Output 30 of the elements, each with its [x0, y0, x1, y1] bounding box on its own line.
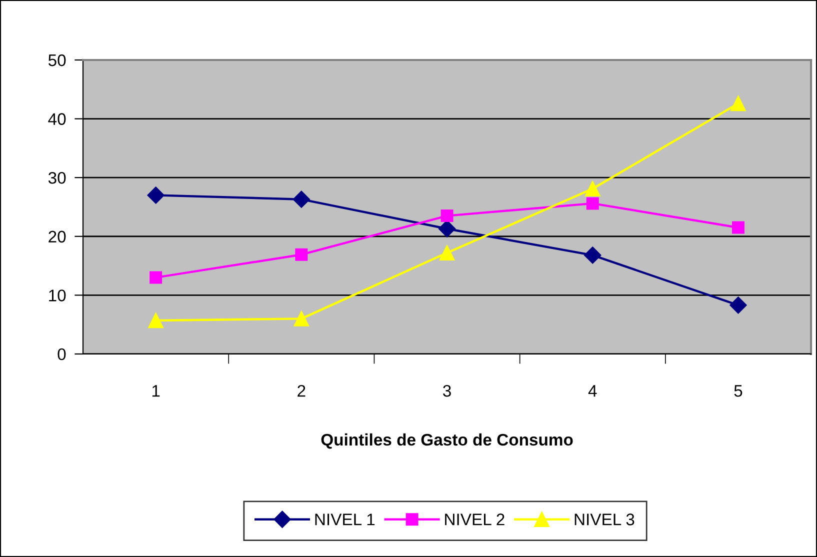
point — [730, 296, 747, 314]
x-tick-label: 4 — [588, 385, 597, 397]
x-tick-label: 3 — [443, 384, 451, 397]
point — [292, 190, 310, 208]
y-tick-label: 10 — [49, 290, 66, 302]
x-axis-title: Quintiles de Gasto de Consumo — [321, 433, 573, 449]
point — [586, 197, 599, 210]
y-tick-label: 50 — [48, 54, 66, 66]
point — [438, 220, 456, 238]
y-tick-label: 40 — [48, 113, 66, 125]
legend-label: NIVEL 3 — [574, 514, 634, 526]
x-tick-label: 2 — [298, 384, 306, 397]
y-tick-label: 20 — [48, 230, 66, 243]
point — [294, 311, 310, 326]
point — [439, 245, 455, 260]
point — [295, 248, 308, 261]
point — [148, 312, 164, 328]
y-tick-label: 30 — [48, 172, 66, 184]
point — [150, 271, 162, 284]
point — [584, 181, 600, 196]
legend-label: NIVEL 1 — [315, 514, 375, 526]
point — [440, 210, 454, 222]
point — [584, 246, 602, 264]
legend-label: NIVEL 2 — [445, 514, 504, 526]
x-tick-label: 5 — [734, 385, 742, 397]
point — [730, 96, 746, 112]
x-tick-label: 1 — [152, 385, 160, 397]
point — [147, 186, 164, 204]
y-tick-label: 0 — [58, 348, 66, 360]
point — [732, 221, 744, 234]
